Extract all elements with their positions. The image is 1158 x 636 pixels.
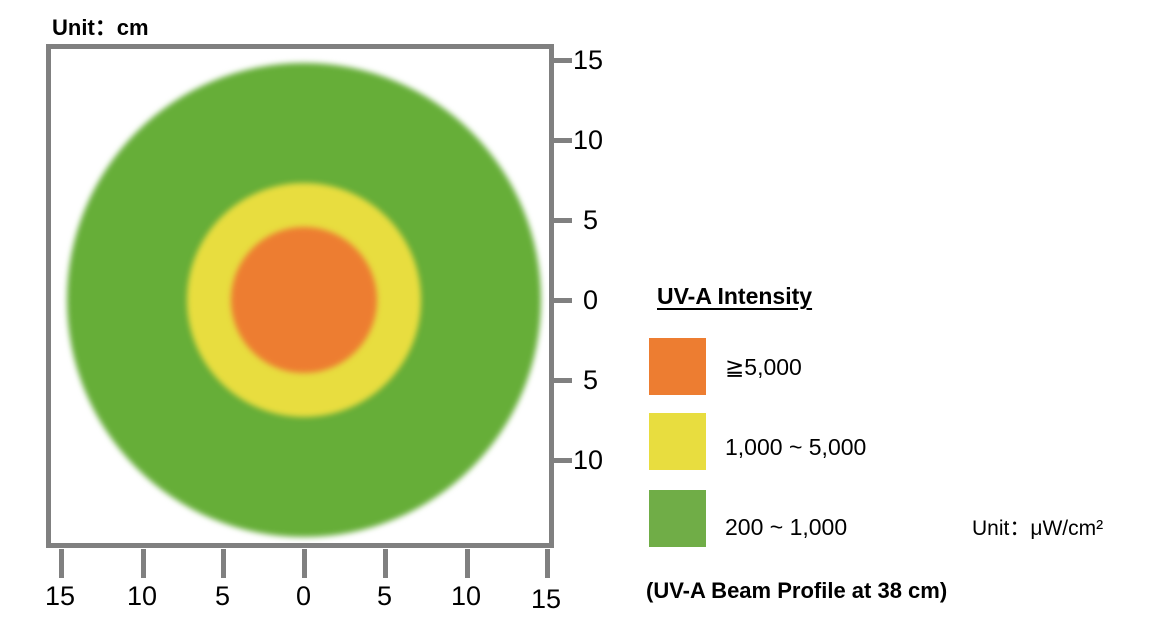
intensity-unit: Unit：μW/cm² (972, 517, 1104, 540)
legend-title: UV-A Intensity (657, 283, 813, 309)
x-tick (59, 549, 64, 578)
x-tick (302, 549, 307, 578)
legend-swatch-low (649, 490, 706, 547)
x-tick-label: 0 (296, 581, 312, 611)
x-tick (545, 549, 550, 578)
x-tick-label: 5 (377, 581, 393, 611)
y-tick (552, 58, 572, 63)
legend-swatch-high (649, 338, 706, 395)
y-tick (552, 298, 572, 303)
y-tick (552, 218, 572, 223)
y-tick (552, 378, 572, 383)
x-tick-label: 10 (451, 581, 482, 611)
y-tick-label: 5 (583, 205, 599, 235)
x-tick-label: 10 (127, 581, 158, 611)
legend-label-mid: 1,000 ~ 5,000 (725, 434, 867, 460)
y-tick-label: 10 (573, 445, 604, 475)
legend-label-low: 200 ~ 1,000 (725, 514, 848, 540)
unit-label: Unit：cm (52, 15, 149, 40)
x-tick (141, 549, 146, 578)
caption: (UV-A Beam Profile at 38 cm) (646, 578, 948, 603)
beam-profile-plot (46, 44, 554, 548)
y-tick-label: 15 (573, 45, 604, 75)
zone-high (231, 227, 377, 373)
x-tick (221, 549, 226, 578)
x-tick (465, 549, 470, 578)
x-tick (383, 549, 388, 578)
legend-label-high: ≧5,000 (725, 354, 802, 380)
x-tick-label: 15 (45, 581, 76, 611)
y-tick-label: 5 (583, 365, 599, 395)
y-tick (552, 458, 572, 463)
x-tick-label: 5 (215, 581, 231, 611)
y-tick-label: 10 (573, 125, 604, 155)
y-tick-label: 0 (583, 285, 599, 315)
legend-swatch-mid (649, 413, 706, 470)
x-tick-label: 15 (531, 584, 562, 614)
y-tick (552, 138, 572, 143)
